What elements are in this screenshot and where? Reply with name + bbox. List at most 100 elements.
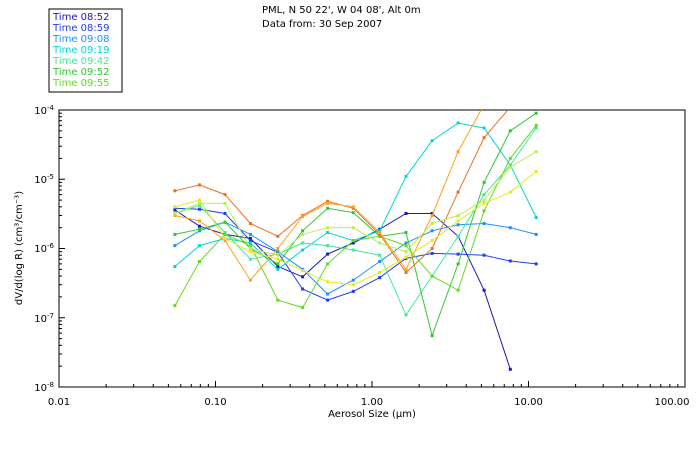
series-0-point-4 xyxy=(276,265,280,268)
series-9-point-3 xyxy=(248,250,252,254)
series-6-point-5 xyxy=(301,306,305,310)
series-0-point-7 xyxy=(351,241,355,245)
x-tick-label-1: 0.10 xyxy=(204,397,226,408)
legend-entry-4: Time 09:42 xyxy=(52,56,109,67)
series-9-point-6 xyxy=(326,280,330,284)
series-9-point-4 xyxy=(276,257,280,261)
series-3-point-4 xyxy=(276,267,280,271)
series-0-point-9 xyxy=(404,212,408,215)
series-6-point-0 xyxy=(173,304,177,308)
series-8-point-10 xyxy=(430,214,434,217)
series-0-point-0 xyxy=(173,208,177,212)
series-5-point-1 xyxy=(198,227,201,231)
series-7-point-12 xyxy=(482,136,486,140)
series-8-point-9 xyxy=(404,267,408,271)
series-5-point-7 xyxy=(351,211,355,215)
series-8-point-2 xyxy=(223,239,227,243)
chart-title-line-1: PML, N 50 22', W 04 08', Alt 0m xyxy=(262,5,421,16)
series-0-point-1 xyxy=(198,224,201,228)
series-6 xyxy=(173,123,538,310)
legend-entry-3: Time 09:19 xyxy=(52,45,109,56)
series-4-point-14 xyxy=(534,126,538,130)
series-1-point-6 xyxy=(326,298,330,302)
legend-entry-6: Time 09:55 xyxy=(52,78,109,89)
series-8-point-11 xyxy=(456,150,460,154)
series-1-point-11 xyxy=(456,252,460,256)
series-5-point-0 xyxy=(173,232,177,236)
y-tick-label-4: 10-8 xyxy=(34,381,54,394)
series-5-point-13 xyxy=(508,129,512,133)
series-7-point-2 xyxy=(223,193,227,197)
chart-title-line-2: Data from: 30 Sep 2007 xyxy=(262,19,382,30)
x-tick-label-3: 10.00 xyxy=(514,397,543,408)
series-6-point-12 xyxy=(482,209,486,213)
series-7-point-9 xyxy=(404,271,408,274)
series-8-point-6 xyxy=(326,201,330,205)
series-5-point-14 xyxy=(534,111,538,115)
series-5-point-6 xyxy=(326,206,330,210)
series-9-point-2 xyxy=(223,236,227,240)
series-2-point-3 xyxy=(248,232,252,236)
series-3-point-8 xyxy=(378,229,382,233)
series-9-point-12 xyxy=(482,201,486,205)
series-1-point-8 xyxy=(378,276,382,280)
series-2-point-0 xyxy=(173,244,177,248)
series-7-point-3 xyxy=(248,222,252,225)
series-7-point-10 xyxy=(430,247,434,250)
series-3-point-0 xyxy=(173,265,177,268)
series-5-point-5 xyxy=(301,229,305,233)
series-3-point-5 xyxy=(301,248,305,252)
series-9-point-9 xyxy=(404,255,408,259)
series-1-point-14 xyxy=(534,262,538,266)
y-tick-label-1: 10-5 xyxy=(34,173,54,186)
series-4-point-6 xyxy=(326,244,330,248)
series-3-point-10 xyxy=(430,139,434,143)
series-5-point-9 xyxy=(404,231,408,234)
y-tick-label-2: 10-6 xyxy=(34,242,54,255)
series-8-point-3 xyxy=(248,278,252,282)
series-0-point-8 xyxy=(378,227,382,231)
x-tick-label-2: 1.00 xyxy=(361,397,383,408)
series-0-point-12 xyxy=(482,288,486,292)
series-9-point-10 xyxy=(430,239,434,243)
series-6-point-8 xyxy=(378,234,382,238)
series-9-point-8 xyxy=(378,271,382,274)
series-2-point-10 xyxy=(430,229,434,233)
series-4-point-5 xyxy=(301,241,305,245)
series-10-point-10 xyxy=(430,222,434,225)
series-8-point-1 xyxy=(198,219,201,223)
series-4-point-2 xyxy=(223,231,227,234)
series-8-point-5 xyxy=(301,215,305,218)
series-3-point-9 xyxy=(404,174,408,178)
series-5-point-11 xyxy=(456,262,460,266)
series-2-point-7 xyxy=(351,278,355,282)
series-0-point-3 xyxy=(248,236,252,240)
series-1-point-2 xyxy=(223,212,227,215)
series-8-point-8 xyxy=(378,231,382,234)
legend-entry-0: Time 08:52 xyxy=(52,12,109,23)
series-8-point-4 xyxy=(276,247,280,250)
series-8-point-7 xyxy=(351,205,355,209)
series-5-point-4 xyxy=(276,262,280,266)
series-0-point-5 xyxy=(301,275,305,279)
series-4-point-7 xyxy=(351,248,355,252)
series-4-point-3 xyxy=(248,257,252,261)
series-6-point-11 xyxy=(456,288,460,292)
series-1-point-5 xyxy=(301,287,305,291)
series-9-point-5 xyxy=(301,269,305,273)
series-9-point-0 xyxy=(173,205,177,209)
series-0-point-6 xyxy=(326,252,330,256)
series-4-point-11 xyxy=(456,234,460,238)
series-7-point-8 xyxy=(378,232,382,236)
series-1-point-13 xyxy=(508,259,512,263)
series-10-point-1 xyxy=(198,201,201,205)
series-5-point-10 xyxy=(430,334,434,338)
series-6-point-6 xyxy=(326,262,330,266)
series-2-point-12 xyxy=(482,222,486,225)
series-9-point-14 xyxy=(534,169,538,173)
series-7-point-4 xyxy=(276,234,280,238)
x-tick-label-4: 100.00 xyxy=(655,397,690,408)
series-10-point-0 xyxy=(173,212,177,215)
